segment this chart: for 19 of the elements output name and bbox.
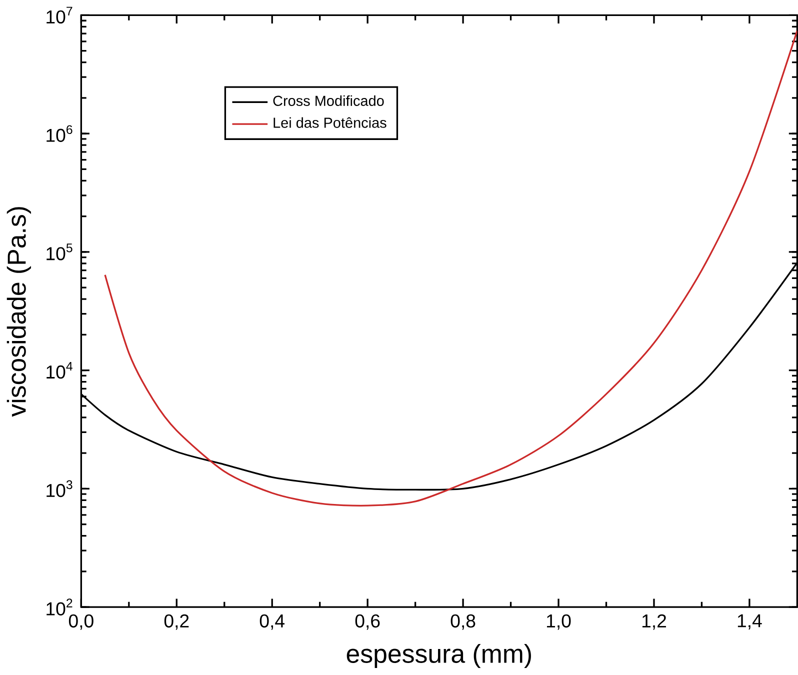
y-tick-label: 10$^{7}$: [46, 6, 72, 24]
x-tick-label: 1,2: [642, 614, 666, 630]
y-tick-label: 10$^{2}$: [46, 598, 72, 616]
y-tick-label: 10$^{6}$: [46, 125, 72, 142]
y-tick-label: 10$^{5}$: [46, 244, 72, 260]
x-axis-title: espessura (mm): [346, 644, 531, 668]
x-tick-label: 1,0: [546, 614, 571, 630]
x-tick-label: 0,2: [164, 614, 189, 630]
x-tick-label: 0,8: [450, 614, 476, 630]
legend-label: Lei das Potências: [274, 117, 386, 128]
y-tick-label: 10$^{3}$: [46, 480, 72, 498]
line-series: [104, 30, 798, 506]
x-tick-label: 1,4: [738, 614, 762, 630]
x-tick-label: 0,0: [68, 614, 94, 630]
y-tick-label: 10$^{4}$: [46, 362, 72, 379]
y-axis-title: viscosidade (Pa.s): [6, 207, 31, 417]
x-tick-label: 0,4: [260, 614, 284, 630]
legend-label: Cross Modificado: [273, 95, 384, 106]
x-tick-label: 0,6: [355, 614, 380, 630]
